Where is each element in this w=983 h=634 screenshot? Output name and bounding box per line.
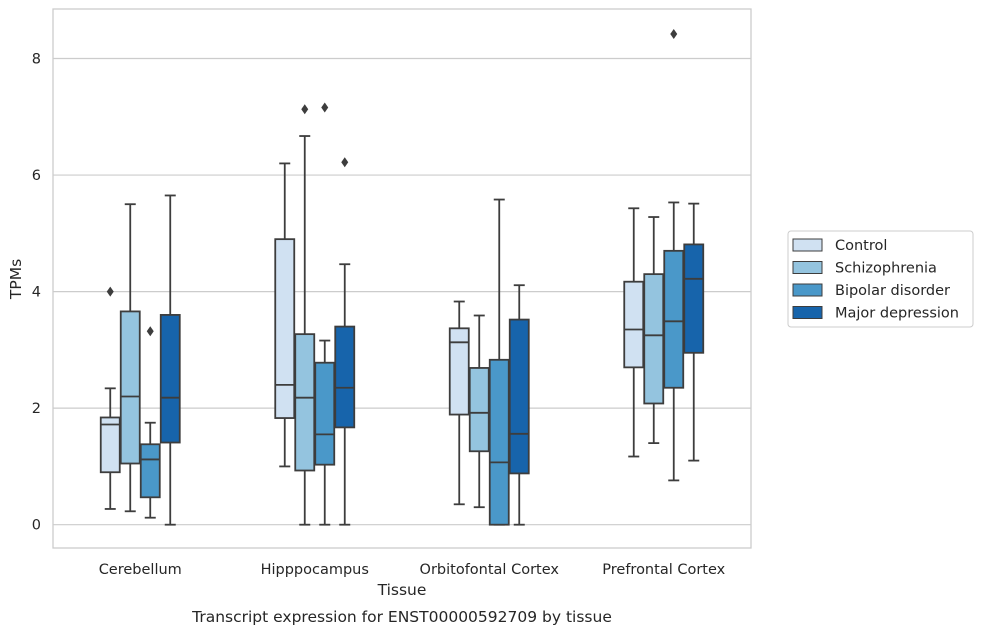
x-tick-label: Orbitofontal Cortex xyxy=(420,562,560,578)
box-group xyxy=(99,286,121,510)
box xyxy=(663,249,685,389)
x-axis-label: Tissue xyxy=(377,581,427,599)
x-tick-label: Prefrontal Cortex xyxy=(602,562,725,578)
outlier-point xyxy=(146,326,154,337)
box xyxy=(448,327,470,416)
box-group xyxy=(448,300,470,506)
legend-label: Schizophrenia xyxy=(835,261,937,277)
box-group xyxy=(294,104,316,526)
box xyxy=(623,280,645,369)
box xyxy=(683,243,705,354)
box-group xyxy=(334,157,356,526)
legend-item: Bipolar disorder xyxy=(792,283,950,299)
legend-item: Control xyxy=(792,238,887,254)
box-group xyxy=(274,162,296,468)
y-axis-ticks: 0 2 4 6 8 xyxy=(32,52,41,534)
box-group xyxy=(643,216,665,445)
box-group xyxy=(159,194,181,526)
box xyxy=(139,443,161,499)
y-tick-label: 0 xyxy=(32,518,41,534)
outlier-point xyxy=(670,29,678,40)
legend-label: Bipolar disorder xyxy=(835,283,950,299)
plot-frame xyxy=(52,8,752,549)
box xyxy=(643,273,665,405)
y-tick-label: 2 xyxy=(32,401,41,417)
chart-caption: Transcript expression for ENST0000059270… xyxy=(191,608,612,626)
box-group xyxy=(623,207,645,458)
legend: Control Schizophrenia Bipolar disorder Majo… xyxy=(787,230,974,328)
legend-swatch xyxy=(792,238,823,252)
legend-swatch xyxy=(792,283,823,297)
legend-frame xyxy=(787,230,974,328)
x-tick-label: Cerebellum xyxy=(99,562,182,578)
box-group xyxy=(314,102,336,526)
y-tick-label: 4 xyxy=(32,285,41,301)
outlier-point xyxy=(321,102,329,113)
box xyxy=(294,333,316,472)
box xyxy=(99,416,121,474)
outlier-point xyxy=(301,104,309,115)
y-tick-label: 6 xyxy=(32,168,41,184)
box xyxy=(119,310,141,465)
legend-swatch xyxy=(792,306,823,319)
box-group xyxy=(468,314,490,509)
x-axis-ticks: Cerebellum Hipppocampus Orbitofontal Corte… xyxy=(99,562,726,578)
legend-item: Major depression xyxy=(792,306,959,322)
box-group xyxy=(488,198,510,526)
box-group xyxy=(683,202,705,462)
box xyxy=(468,367,490,453)
box xyxy=(159,314,181,444)
legend-label: Major depression xyxy=(835,306,959,322)
boxplots xyxy=(99,29,705,526)
box xyxy=(508,318,530,475)
y-axis-label: TPMs xyxy=(7,259,25,300)
legend-label: Control xyxy=(835,238,887,254)
box-group xyxy=(119,203,141,513)
legend-swatch xyxy=(792,261,823,274)
outlier-point xyxy=(341,157,349,168)
box-group xyxy=(663,29,685,482)
box xyxy=(274,238,296,419)
x-tick-label: Hipppocampus xyxy=(261,562,369,578)
box-group xyxy=(508,284,530,526)
legend-item: Schizophrenia xyxy=(792,261,937,277)
box xyxy=(314,361,336,466)
box xyxy=(488,358,510,526)
box xyxy=(334,325,356,429)
outlier-point xyxy=(106,286,114,297)
y-tick-label: 8 xyxy=(32,52,41,68)
box-group xyxy=(139,326,161,519)
